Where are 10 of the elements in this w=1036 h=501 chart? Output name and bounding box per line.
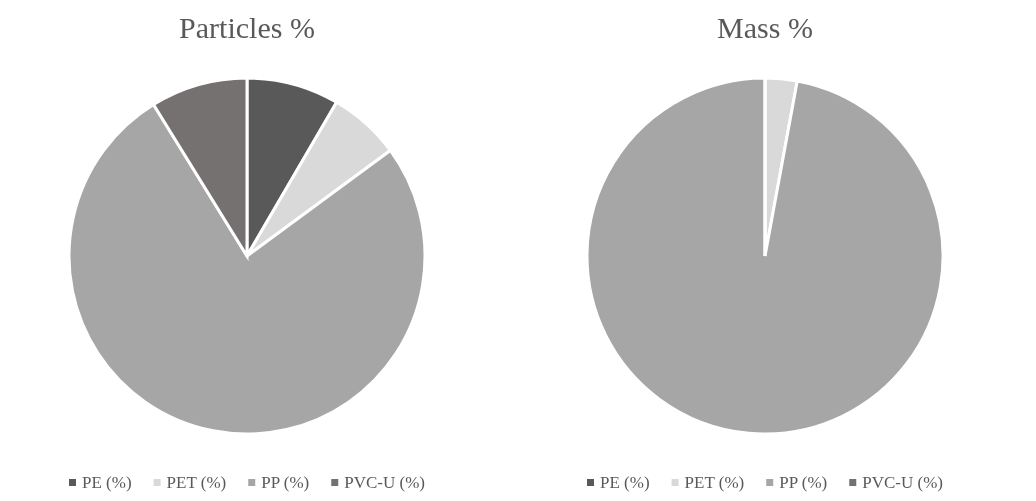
legend-label: PVC-U (%): [344, 473, 425, 492]
legend-label: PET (%): [166, 473, 227, 492]
chart-title: Particles %: [179, 11, 315, 44]
legend-label: PE (%): [600, 473, 650, 492]
chart-title: Mass %: [717, 11, 813, 44]
legend-label: PVC-U (%): [862, 473, 943, 492]
legend-label: PE (%): [82, 473, 132, 492]
legend-label: PP (%): [779, 473, 828, 492]
legend-label: PP (%): [261, 473, 310, 492]
legend-label: PET (%): [684, 473, 745, 492]
